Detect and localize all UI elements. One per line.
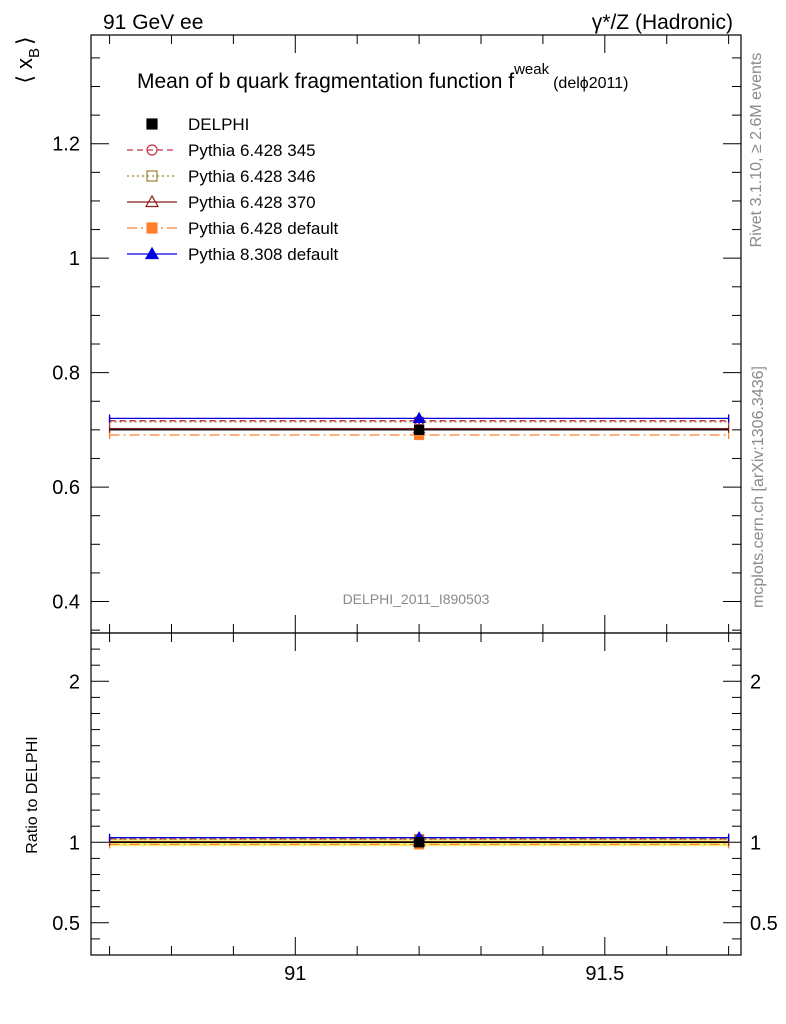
analysis-watermark: DELPHI_2011_I890503 <box>343 591 490 607</box>
rivet-label-group: Rivet 3.1.10, ≥ 2.6M events <box>748 53 765 248</box>
y-tick-label: 1 <box>69 248 80 270</box>
ratio-series-marker <box>413 837 425 848</box>
chart-title-sup: weak <box>513 61 550 78</box>
ratio-y-tick-label: 2 <box>69 671 80 693</box>
ratio-y-tick-label-right: 2 <box>750 671 761 693</box>
header-left: 91 GeV ee <box>103 11 203 34</box>
legend-label: DELPHI <box>188 115 249 134</box>
y-label-sub: B <box>26 48 43 58</box>
legend: DELPHI Pythia 6.428 345 Pythia 6.428 346 Py… <box>127 115 339 264</box>
legend-marker <box>146 118 158 130</box>
legend-marker <box>146 170 158 182</box>
x-axis: 91 91.5 <box>109 35 730 985</box>
y-tick-label: 1.2 <box>52 134 80 156</box>
ratio-y-tick-label: 1 <box>69 832 80 854</box>
legend-label: Pythia 6.428 default <box>188 219 339 238</box>
y-label-open: ⟨ x <box>12 58 37 84</box>
x-tick-label: 91 <box>284 963 306 985</box>
legend-marker <box>144 194 160 208</box>
legend-label: Pythia 8.308 default <box>188 245 339 264</box>
legend-marker <box>144 246 160 260</box>
header-right: γ*/Z (Hadronic) <box>592 11 733 34</box>
ratio-y-tick-label-right: 1 <box>750 832 761 854</box>
y-tick-label: 0.6 <box>52 477 80 499</box>
rivet-label: Rivet 3.1.10, ≥ 2.6M events <box>748 53 765 248</box>
legend-label: Pythia 6.428 345 <box>188 141 316 160</box>
main-y-label: ⟨ xB ⟩ <box>12 36 43 83</box>
ratio-plot-frame <box>90 632 742 956</box>
legend-marker <box>146 222 158 234</box>
ratio-y-tick-label: 0.5 <box>52 913 80 935</box>
chart-title: Mean of b quark fragmentation function f… <box>137 61 628 93</box>
legend-label: Pythia 6.428 346 <box>188 167 316 186</box>
mcplots-label-group: mcplots.cern.ch [arXiv:1306.3436] <box>750 366 767 608</box>
chart-title-main: Mean of b quark fragmentation function f <box>137 70 514 93</box>
main-series-marker <box>413 424 425 435</box>
ratio-y-label-group: Ratio to DELPHI <box>24 736 41 853</box>
svg-text:⟨ xB⟩: ⟨ xB ⟩ <box>12 36 43 83</box>
main-series-group <box>108 411 730 441</box>
mcplots-label: mcplots.cern.ch [arXiv:1306.3436] <box>750 366 767 608</box>
ratio-y-tick-label-right: 0.5 <box>750 913 778 935</box>
main-series-marker <box>412 411 426 424</box>
chart-title-suffix: (delϕ2011) <box>553 75 628 92</box>
y-tick-label: 0.4 <box>52 592 80 614</box>
ratio-series-group <box>108 831 730 850</box>
y-label-close: ⟩ <box>12 36 37 45</box>
main-y-axis: 0.4 0.6 0.8 1 1.2 <box>52 57 741 631</box>
y-tick-label: 0.8 <box>52 363 80 385</box>
x-tick-label: 91.5 <box>585 963 624 985</box>
ratio-y-axis: 0.5 0.5 1 1 2 2 <box>52 648 778 940</box>
legend-marker <box>146 144 158 156</box>
ratio-y-label: Ratio to DELPHI <box>24 736 41 853</box>
legend-label: Pythia 6.428 370 <box>188 193 316 212</box>
